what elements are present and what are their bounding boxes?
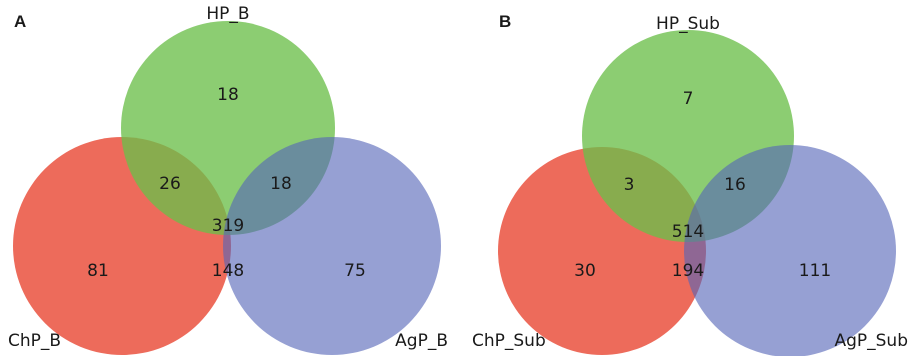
count-chp-agp-b: 148 bbox=[212, 261, 244, 281]
panel-letter-b: B bbox=[499, 12, 511, 31]
count-chp-b-only: 81 bbox=[87, 261, 109, 281]
count-all-sub: 514 bbox=[672, 222, 704, 242]
set-label-hp-b: HP_B bbox=[206, 4, 249, 24]
count-hp-chp-sub: 3 bbox=[624, 175, 635, 195]
count-chp-sub-only: 30 bbox=[574, 261, 596, 281]
set-label-hp-sub: HP_Sub bbox=[656, 14, 720, 34]
count-hp-agp-sub: 16 bbox=[724, 175, 746, 195]
panel-b: B HP_Sub ChP_Sub AgP_Sub 7 30 111 3 16 1… bbox=[472, 12, 908, 356]
set-label-agp-b: AgP_B bbox=[395, 331, 448, 351]
panel-a: A HP_B ChP_B AgP_B 18 81 75 26 18 148 31… bbox=[8, 4, 448, 355]
circle-agp-b bbox=[223, 137, 441, 355]
count-hp-b-only: 18 bbox=[217, 85, 239, 105]
set-label-chp-b: ChP_B bbox=[8, 331, 61, 351]
count-hp-chp-b: 26 bbox=[159, 174, 181, 194]
set-label-agp-sub: AgP_Sub bbox=[834, 331, 908, 351]
count-hp-sub-only: 7 bbox=[683, 89, 694, 109]
set-label-chp-sub: ChP_Sub bbox=[472, 331, 546, 351]
count-agp-sub-only: 111 bbox=[799, 261, 831, 281]
count-all-b: 319 bbox=[212, 216, 244, 236]
circle-agp-sub bbox=[684, 145, 896, 356]
count-chp-agp-sub: 194 bbox=[672, 261, 704, 281]
panel-letter-a: A bbox=[14, 12, 26, 31]
count-hp-agp-b: 18 bbox=[270, 174, 292, 194]
count-agp-b-only: 75 bbox=[344, 261, 366, 281]
